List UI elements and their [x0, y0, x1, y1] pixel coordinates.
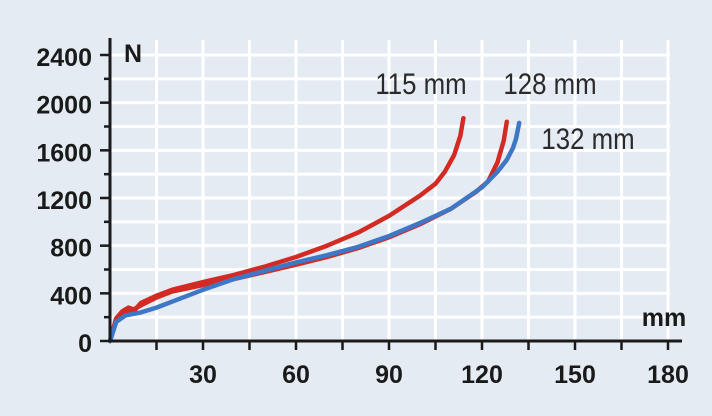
y-tick-label: 2000: [36, 92, 92, 120]
series-line-1: [107, 119, 510, 344]
x-tick-label: 180: [647, 361, 689, 389]
series-label-2: 132 mm: [541, 122, 634, 155]
grid: [110, 40, 670, 341]
y-axis-unit: N: [124, 40, 142, 68]
series-line-0: [107, 115, 466, 344]
x-tick-label: 60: [282, 361, 310, 389]
series-line-2: [107, 120, 522, 344]
y-tick-label: 800: [50, 235, 92, 263]
x-tick-label: 90: [375, 361, 403, 389]
y-tick-label: 400: [50, 282, 92, 310]
labels: 0 400 800 1200 1600 2000 2400 30 60 90 120 150 180 Nm…: [36, 40, 688, 389]
x-tick-label: 120: [461, 361, 503, 389]
x-tick-label: 150: [554, 361, 596, 389]
series-lines: [107, 115, 522, 344]
x-tick-label: 30: [189, 361, 217, 389]
y-tick-label: 2400: [36, 44, 92, 72]
axes: [100, 38, 682, 350]
series-label-1: 128 mm: [503, 67, 596, 100]
y-tick-label: 1600: [36, 139, 92, 167]
y-tick-label: 1200: [36, 187, 92, 215]
y-tick-label: 0: [78, 330, 92, 358]
x-axis-unit: mm: [642, 304, 686, 332]
series-label-0: 115 mm: [375, 67, 466, 100]
